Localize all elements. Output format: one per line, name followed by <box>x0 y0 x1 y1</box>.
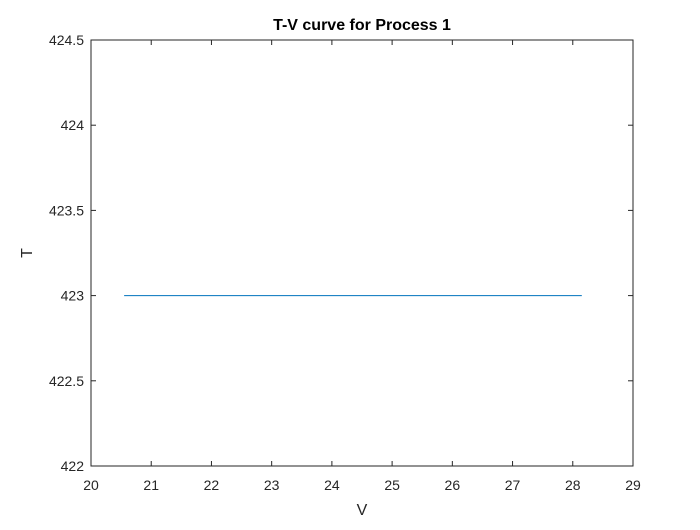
x-axis-label: V <box>357 502 368 519</box>
ticks-layer: 20 21 22 23 24 25 26 27 28 29 422 422.5 423 423.5 424 4… <box>49 32 641 493</box>
y-axis-label: T <box>19 248 36 258</box>
y-tick-label: 423.5 <box>49 202 84 218</box>
axes-box <box>90 39 634 467</box>
x-tick-label: 21 <box>143 477 159 493</box>
x-tick-label: 29 <box>625 477 641 493</box>
y-tick-label: 422 <box>61 458 85 474</box>
x-tick-label: 28 <box>565 477 581 493</box>
x-tick-label: 20 <box>83 477 99 493</box>
plot-area <box>91 40 633 466</box>
x-tick-label: 26 <box>445 477 461 493</box>
chart-title: T-V curve for Process 1 <box>273 17 451 34</box>
y-tick-label: 423 <box>61 288 85 304</box>
x-tick-label: 23 <box>264 477 280 493</box>
y-tick-label: 424.5 <box>49 32 84 48</box>
x-tick-label: 27 <box>505 477 521 493</box>
y-tick-label: 422.5 <box>49 373 84 389</box>
x-tick-label: 25 <box>384 477 400 493</box>
x-tick-label: 22 <box>204 477 220 493</box>
y-tick-label: 424 <box>61 117 85 133</box>
x-tick-label: 24 <box>324 477 340 493</box>
